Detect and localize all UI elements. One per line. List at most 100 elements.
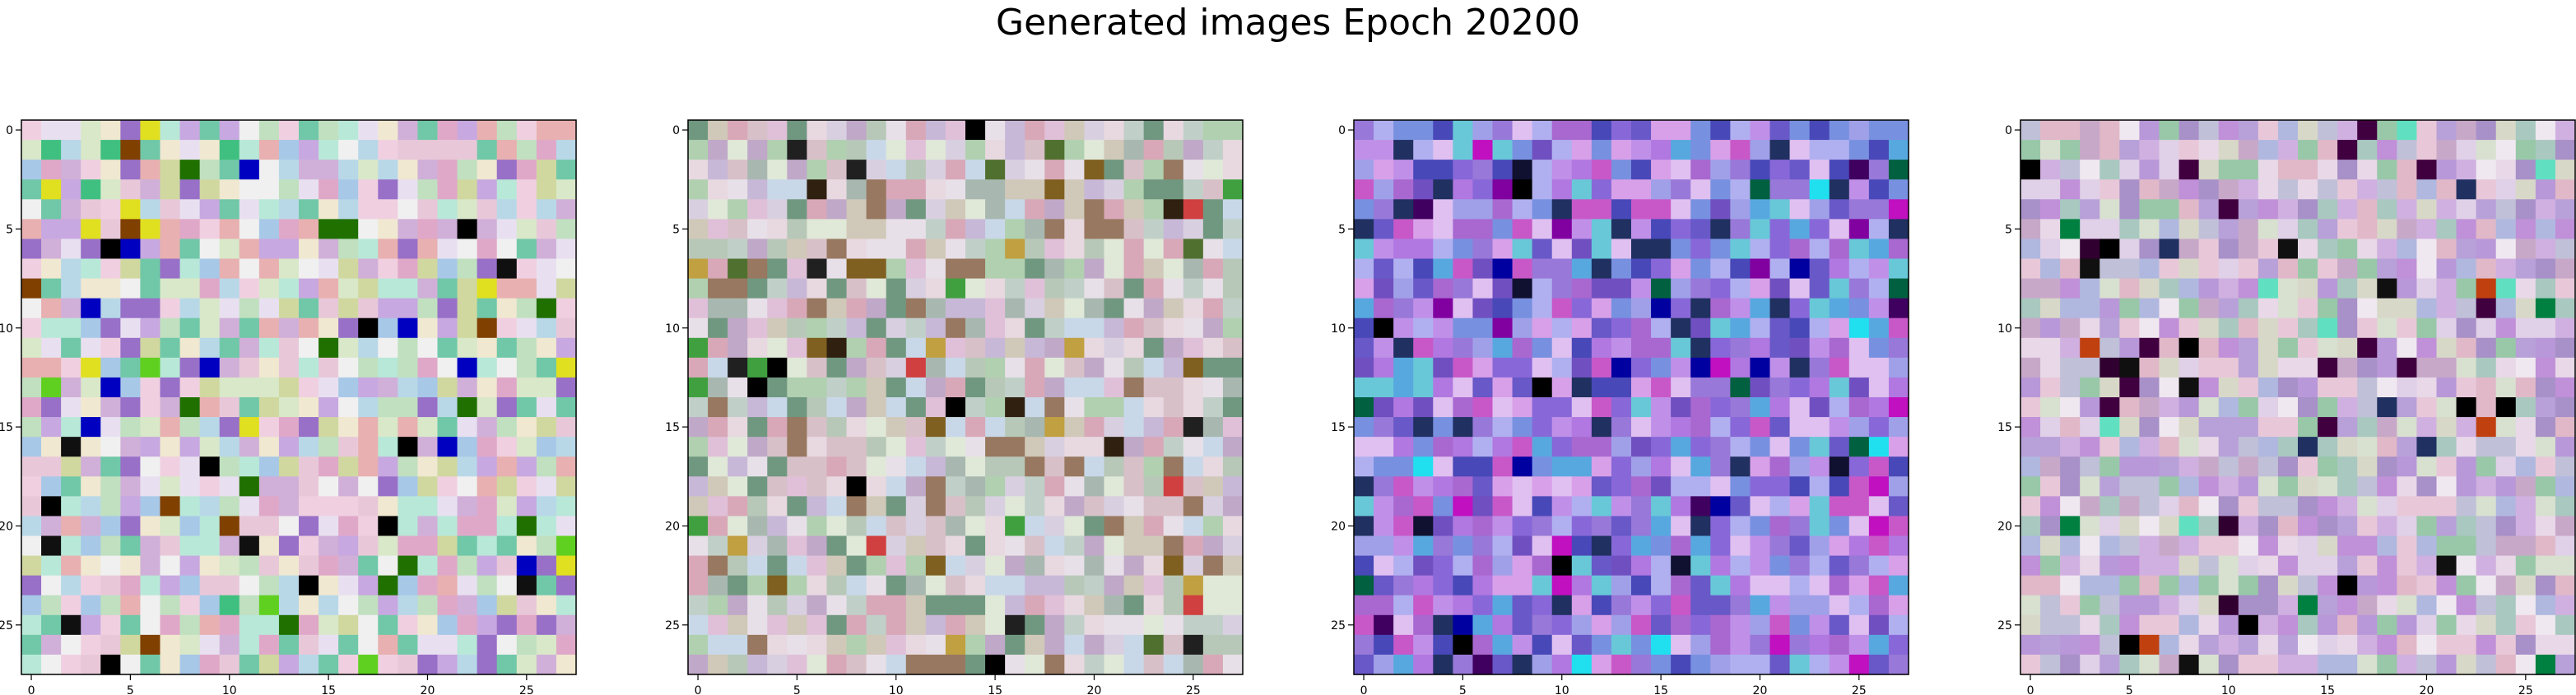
pixel-cell — [1374, 258, 1394, 280]
pixel-cell — [2277, 417, 2299, 438]
pixel-cell — [2218, 140, 2239, 160]
pixel-cell — [826, 476, 848, 497]
pixel-cell — [2198, 357, 2220, 378]
pixel-cell — [21, 456, 42, 477]
pixel-cell — [2397, 337, 2418, 359]
pixel-cell — [1651, 377, 1672, 398]
pixel-cell — [2377, 298, 2397, 319]
pixel-cell — [1163, 377, 1184, 398]
pixel-cell — [160, 476, 181, 497]
pixel-cell — [1433, 634, 1453, 656]
pixel-cell — [41, 595, 62, 616]
pixel-cell — [1848, 120, 1870, 141]
pixel-cell — [2277, 496, 2299, 517]
pixel-cell — [965, 595, 986, 616]
pixel-cell — [477, 417, 498, 438]
pixel-cell — [1532, 357, 1553, 378]
pixel-cell — [2040, 377, 2061, 398]
pixel-cell — [787, 575, 808, 596]
pixel-cell — [1202, 357, 1224, 378]
pixel-cell — [1393, 140, 1414, 160]
pixel-cell — [2436, 654, 2457, 675]
pixel-cell — [1064, 535, 1086, 557]
pixel-cell — [1202, 179, 1224, 200]
pixel-cell — [2555, 476, 2576, 497]
pixel-cell — [199, 654, 221, 675]
pixel-cell — [536, 397, 557, 418]
pixel-cell — [1750, 496, 1771, 517]
pixel-cell — [81, 397, 101, 418]
pixel-cell — [728, 397, 748, 418]
pixel-cell — [2139, 417, 2160, 438]
pixel-cell — [219, 357, 240, 378]
pixel-cell — [2198, 476, 2220, 497]
pixel-cell — [2416, 634, 2438, 656]
pixel-cell — [787, 476, 808, 497]
pixel-cell — [1123, 278, 1145, 299]
pixel-cell — [1492, 496, 1514, 517]
pixel-cell — [2080, 614, 2100, 636]
pixel-cell — [437, 298, 458, 319]
pixel-cell — [258, 258, 280, 280]
pixel-cell — [2515, 555, 2536, 577]
pixel-cell — [2040, 496, 2061, 517]
pixel-cell — [826, 614, 848, 636]
pixel-cell — [61, 437, 81, 457]
pixel-cell — [1512, 377, 1533, 398]
pixel-cell — [1532, 555, 1553, 577]
pixel-cell — [1025, 140, 1045, 160]
pixel-cell — [708, 496, 728, 517]
pixel-cell — [1809, 634, 1830, 656]
pixel-cell — [965, 575, 986, 596]
pixel-cell — [1750, 258, 1771, 280]
pixel-cell — [2298, 595, 2318, 616]
pixel-cell — [437, 317, 458, 339]
pixel-cell — [258, 140, 280, 160]
pixel-cell — [258, 595, 280, 616]
pixel-cell — [1888, 654, 1909, 675]
pixel-cell — [457, 258, 478, 280]
pixel-cell — [1829, 140, 1850, 160]
pixel-cell — [1829, 120, 1850, 141]
pixel-cell — [1829, 516, 1850, 537]
pixel-cell — [556, 140, 577, 160]
pixel-cell — [437, 496, 458, 517]
pixel-cell — [299, 239, 319, 260]
pixel-cell — [358, 476, 379, 497]
pixel-cell — [299, 496, 319, 517]
pixel-cell — [2397, 555, 2418, 577]
pixel-cell — [846, 337, 867, 359]
pixel-cell — [179, 120, 201, 141]
pixel-cell — [278, 337, 300, 359]
pixel-cell — [477, 575, 498, 596]
pixel-cell — [358, 437, 379, 457]
pixel-cell — [1848, 337, 1870, 359]
pixel-cell — [945, 337, 966, 359]
pixel-cell — [2257, 614, 2279, 636]
pixel-cell — [1651, 456, 1672, 477]
pixel-cell — [1183, 357, 1204, 378]
pixel-cell — [2397, 595, 2418, 616]
pixel-cell — [239, 120, 260, 141]
pixel-cell — [61, 120, 81, 141]
pixel-cell — [239, 476, 260, 497]
pixel-cell — [160, 179, 181, 200]
pixel-cell — [2060, 298, 2081, 319]
pixel-cell — [866, 377, 887, 398]
pixel-cell — [2337, 417, 2358, 438]
pixel-cell — [2535, 179, 2556, 200]
pixel-cell — [1453, 595, 1474, 616]
pixel-cell — [2436, 239, 2457, 260]
pixel-cell — [767, 179, 788, 200]
pixel-cell — [826, 437, 848, 457]
pixel-cell — [846, 634, 867, 656]
pixel-cell — [556, 575, 577, 596]
pixel-cell — [437, 140, 458, 160]
pixel-cell — [2277, 555, 2299, 577]
pixel-cell — [21, 357, 42, 378]
pixel-cell — [41, 120, 62, 141]
pixel-cell — [338, 496, 359, 517]
pixel-cell — [2198, 278, 2220, 299]
pixel-cell — [1433, 516, 1453, 537]
pixel-cell — [378, 140, 398, 160]
